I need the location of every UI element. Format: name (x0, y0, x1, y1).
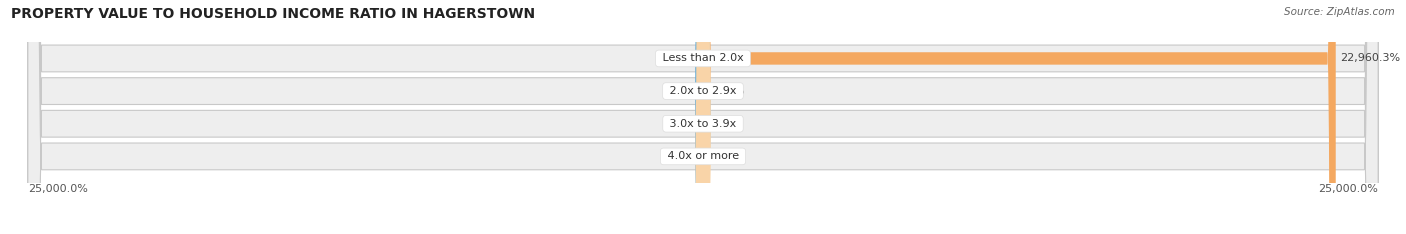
FancyBboxPatch shape (695, 0, 710, 234)
Text: Source: ZipAtlas.com: Source: ZipAtlas.com (1284, 7, 1395, 17)
FancyBboxPatch shape (695, 0, 710, 234)
Text: 25,000.0%: 25,000.0% (1319, 184, 1378, 194)
FancyBboxPatch shape (696, 0, 711, 234)
Text: 25,000.0%: 25,000.0% (28, 184, 87, 194)
Text: 4.0x or more: 4.0x or more (664, 151, 742, 161)
Text: 3.0x to 3.9x: 3.0x to 3.9x (666, 119, 740, 129)
Text: 10.4%: 10.4% (664, 119, 699, 129)
Text: 19.8%: 19.8% (662, 86, 699, 96)
Text: 10.4%: 10.4% (707, 119, 742, 129)
FancyBboxPatch shape (695, 0, 710, 234)
Text: PROPERTY VALUE TO HOUSEHOLD INCOME RATIO IN HAGERSTOWN: PROPERTY VALUE TO HOUSEHOLD INCOME RATIO… (11, 7, 536, 21)
Text: 35.2%: 35.2% (662, 151, 697, 161)
FancyBboxPatch shape (28, 0, 1378, 234)
FancyBboxPatch shape (28, 0, 1378, 234)
Text: 3.1%: 3.1% (707, 151, 735, 161)
FancyBboxPatch shape (695, 0, 711, 234)
FancyBboxPatch shape (695, 0, 711, 234)
Text: 34.6%: 34.6% (662, 53, 697, 63)
Text: 2.0x to 2.9x: 2.0x to 2.9x (666, 86, 740, 96)
FancyBboxPatch shape (695, 0, 711, 234)
Text: 70.2%: 70.2% (709, 86, 745, 96)
Text: Less than 2.0x: Less than 2.0x (659, 53, 747, 63)
Text: 22,960.3%: 22,960.3% (1340, 53, 1400, 63)
FancyBboxPatch shape (28, 0, 1378, 234)
FancyBboxPatch shape (28, 0, 1378, 234)
FancyBboxPatch shape (703, 0, 1336, 234)
